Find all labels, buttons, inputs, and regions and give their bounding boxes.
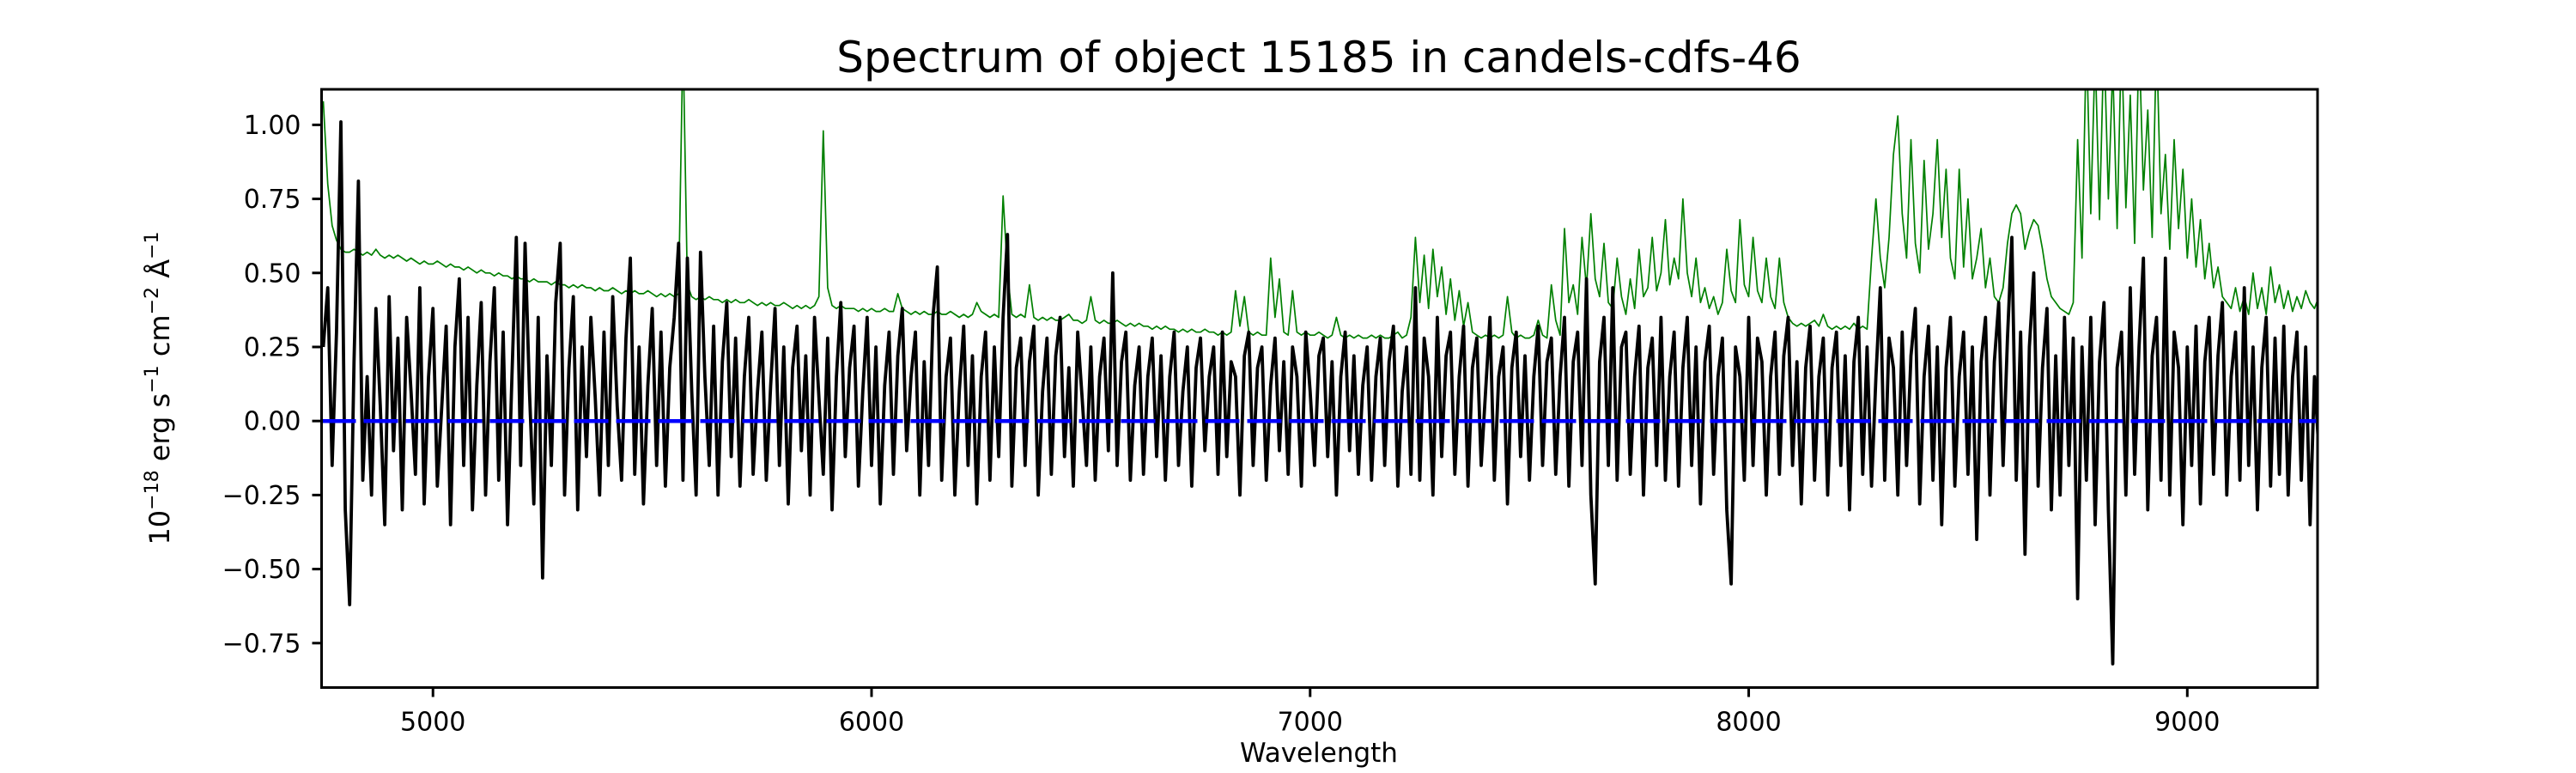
plot-area: 5000 6000 7000 8000 9000 1.00 0.75 0.50 0.25 0.00…: [222, 88, 2319, 738]
series-object-flux-spectrum: [321, 119, 2318, 666]
chart-title: Spectrum of object 15185 in candels-cdfs…: [836, 33, 1801, 82]
y-tick-label: 0.25: [244, 332, 301, 362]
x-tick-label: 8000: [1716, 708, 1781, 738]
series-layer: [321, 89, 2318, 666]
y-tick-label: 0.75: [244, 185, 301, 215]
y-tick-label: −0.25: [222, 481, 301, 511]
y-tick-label: 1.00: [244, 111, 301, 141]
y-tick-label: 0.00: [244, 407, 301, 437]
x-tick-label: 9000: [2154, 708, 2220, 738]
x-tick-label: 5000: [400, 708, 465, 738]
y-tick-label: 0.50: [244, 259, 301, 289]
y-tick-label: −0.75: [222, 629, 301, 659]
y-axis-label: 10−18 erg s−1 cm−2 Å−1: [142, 231, 176, 545]
plot-frame: [320, 88, 2319, 689]
x-tick-label: 6000: [839, 708, 904, 738]
x-axis-label: Wavelength: [1240, 738, 1398, 769]
y-tick-label: −0.50: [222, 555, 301, 585]
series-sky-noise-spectrum: [322, 89, 2318, 339]
x-tick-label: 7000: [1278, 708, 1343, 738]
